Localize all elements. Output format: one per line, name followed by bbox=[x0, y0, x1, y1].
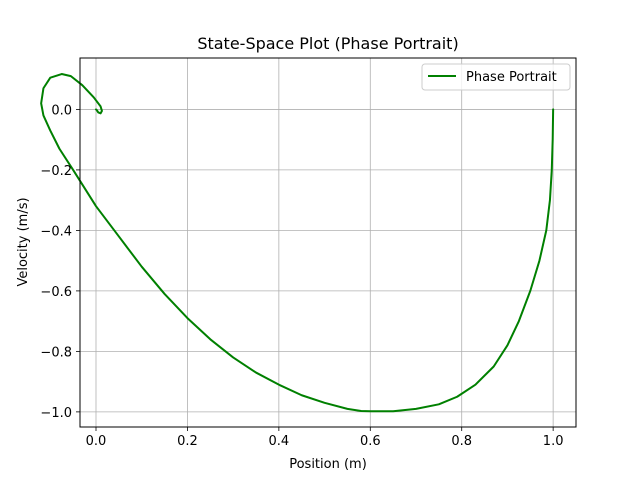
x-axis-label: Position (m) bbox=[289, 457, 367, 472]
y-tick-label: −1.0 bbox=[40, 406, 72, 421]
y-tick-label: −0.6 bbox=[40, 285, 72, 300]
legend: Phase Portrait bbox=[421, 63, 571, 91]
chart-title: State-Space Plot (Phase Portrait) bbox=[197, 34, 458, 53]
y-tick-label: 0.0 bbox=[51, 103, 72, 118]
y-tick-label: −0.4 bbox=[40, 224, 72, 239]
x-tick-label: 0.0 bbox=[86, 434, 107, 449]
legend-label: Phase Portrait bbox=[466, 70, 557, 85]
grid bbox=[80, 58, 576, 427]
y-axis-label: Velocity (m/s) bbox=[16, 197, 31, 286]
ticks: 0.0 0.2 0.4 0.6 0.8 1.0 0.0 −0.2 −0.4 −0.6 −0.8 −1.… bbox=[40, 103, 563, 449]
x-tick-label: 0.8 bbox=[451, 434, 472, 449]
y-tick-label: −0.2 bbox=[40, 164, 72, 179]
x-tick-label: 0.2 bbox=[177, 434, 198, 449]
series-line-phase-portrait bbox=[40, 73, 555, 413]
x-tick-label: 0.4 bbox=[269, 434, 290, 449]
series-layer bbox=[40, 73, 555, 413]
x-tick-label: 1.0 bbox=[543, 434, 564, 449]
x-tick-label: 0.6 bbox=[360, 434, 381, 449]
legend-box bbox=[421, 63, 571, 91]
plot-frame bbox=[79, 57, 577, 428]
y-tick-label: −0.8 bbox=[40, 345, 72, 360]
